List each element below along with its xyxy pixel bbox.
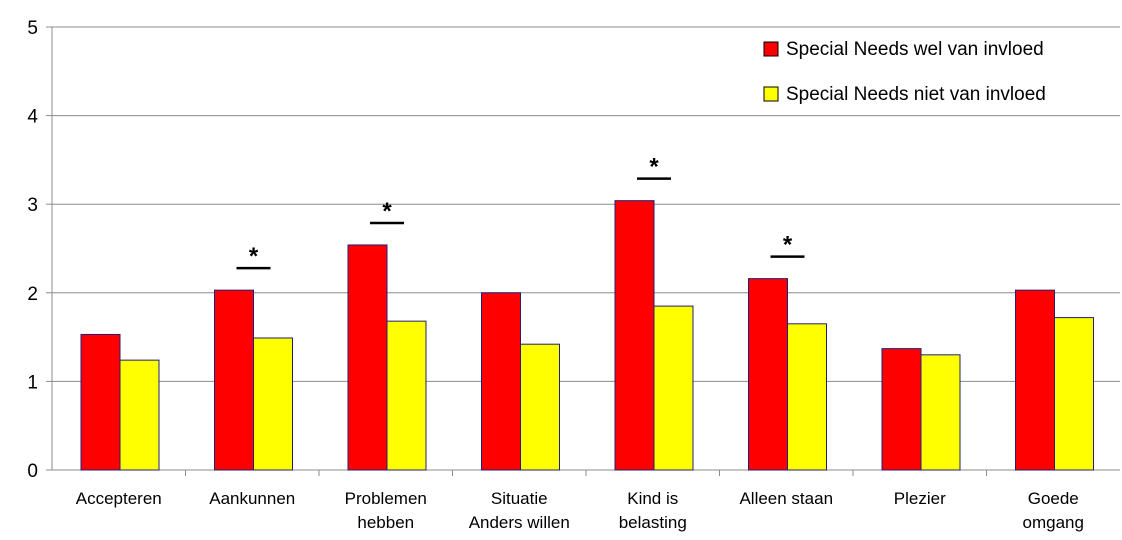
y-tick-label: 0	[27, 461, 38, 482]
significance-star: *	[649, 154, 659, 181]
category-label-line: belasting	[619, 513, 687, 532]
category-label: Goede omgang	[1023, 489, 1084, 532]
y-tick-label: 4	[27, 107, 38, 128]
legend-label: Special Needs wel van invloed	[786, 39, 1044, 60]
category-label-line: omgang	[1023, 513, 1084, 532]
legend-swatch	[763, 86, 779, 102]
category-label: Aankunnen	[209, 489, 295, 508]
category-label-line: Kind is	[627, 489, 678, 508]
category-label-line: Goede	[1028, 489, 1079, 508]
category-label: Situatie Anders willen	[469, 489, 570, 532]
bar-niet	[253, 337, 293, 471]
bar-wel	[881, 348, 922, 471]
legend-label: Special Needs niet van invloed	[786, 84, 1046, 105]
significance-star: *	[783, 232, 793, 259]
bar-niet	[920, 354, 961, 471]
bar-wel	[1015, 289, 1055, 471]
category-label: Kind is belasting	[619, 489, 687, 532]
bar-niet	[1054, 317, 1094, 471]
category-label: Accepteren	[76, 489, 162, 508]
category-label-line: Aankunnen	[209, 489, 295, 508]
bar-wel	[748, 278, 788, 471]
significance-star: *	[249, 243, 259, 270]
y-tick-label: 1	[27, 372, 38, 393]
bar-wel	[347, 244, 388, 471]
y-tick-label: 2	[27, 284, 38, 305]
significance-star: *	[382, 198, 392, 225]
category-label-line: hebben	[357, 513, 414, 532]
category-label: Alleen staan	[739, 489, 833, 508]
bar-niet	[119, 359, 160, 471]
category-label-line: Alleen staan	[739, 489, 833, 508]
category-label-line: Problemen	[345, 489, 427, 508]
category-label-line: Situatie	[491, 489, 548, 508]
bar-wel	[481, 292, 521, 471]
category-label-line: Accepteren	[76, 489, 162, 508]
bar-niet	[787, 323, 827, 471]
y-tick-label: 3	[27, 195, 38, 216]
bar-niet	[520, 343, 560, 471]
category-label-line: Anders willen	[469, 513, 570, 532]
category-label-line: Plezier	[894, 489, 946, 508]
bar-niet	[386, 320, 427, 471]
category-label: Problemen hebben	[345, 489, 427, 532]
y-tick-label: 5	[27, 18, 38, 39]
bar-wel	[214, 289, 254, 471]
category-label: Plezier	[894, 489, 946, 508]
bar-niet	[653, 305, 694, 471]
bar-wel	[614, 200, 655, 471]
bar-wel	[80, 333, 121, 471]
legend-swatch	[763, 41, 779, 57]
